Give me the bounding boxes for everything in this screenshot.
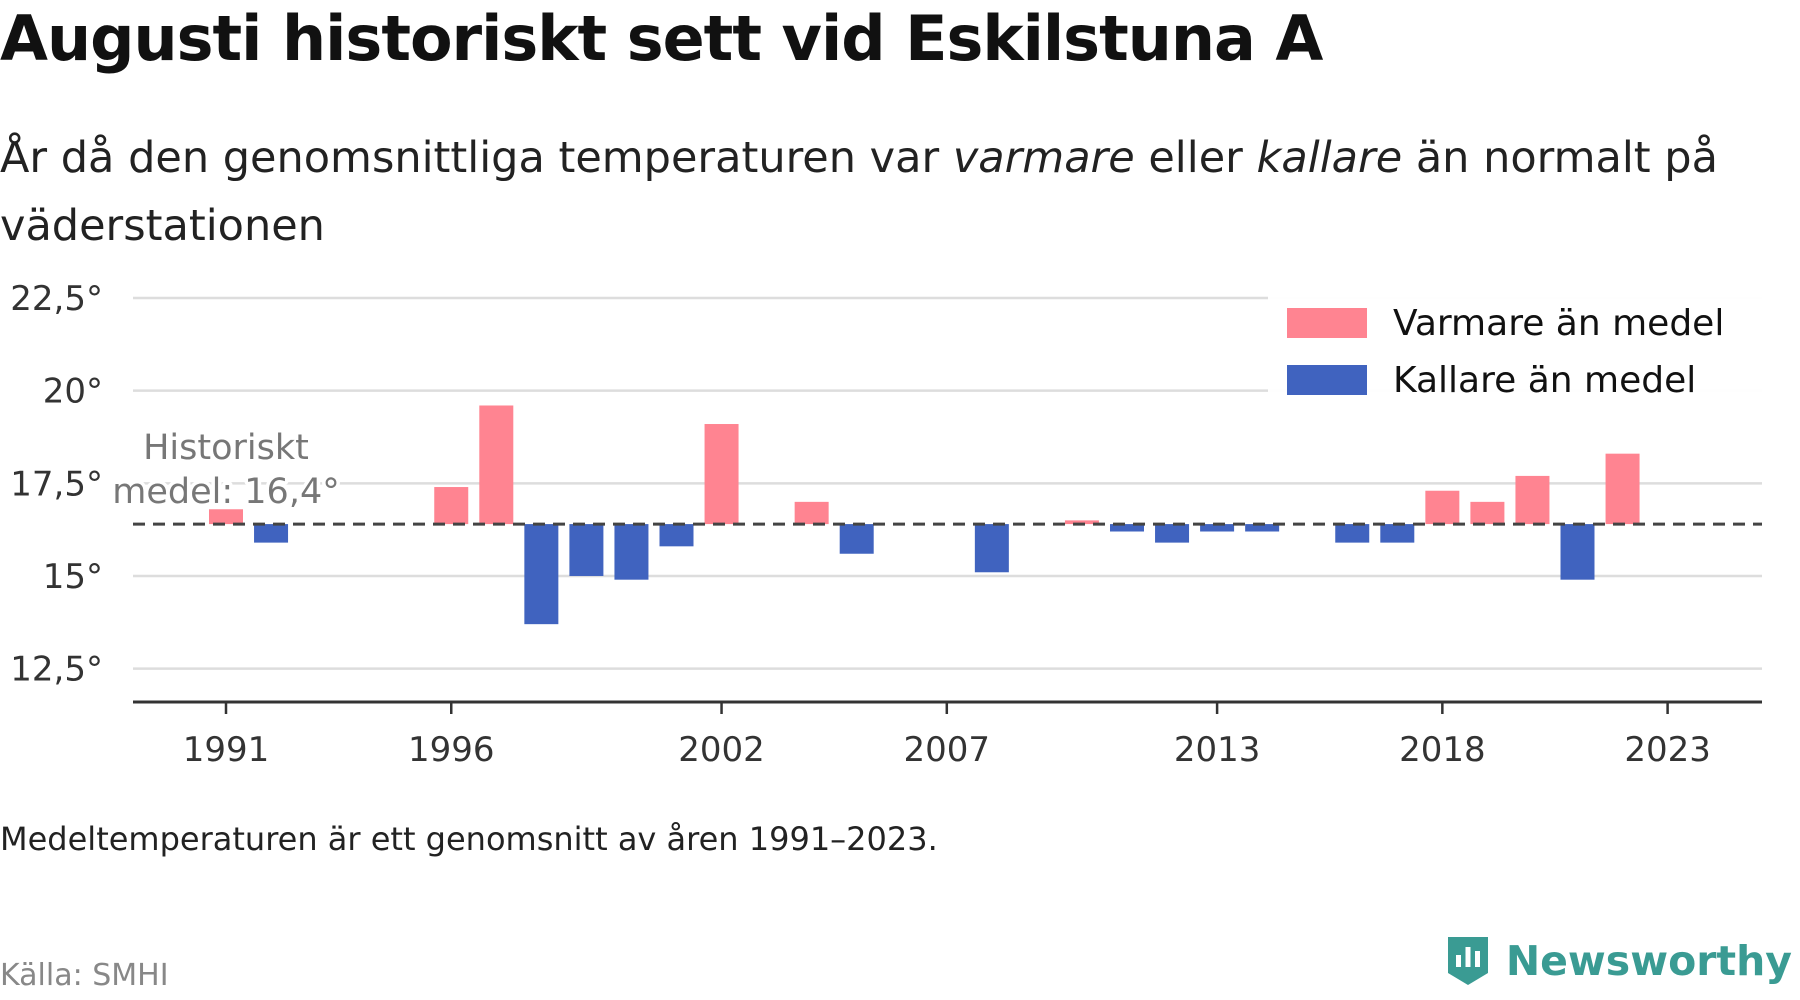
baseline-annotation-line-1: Historiskt xyxy=(143,428,309,468)
bar-colder xyxy=(1335,524,1370,543)
chart-subtitle: År då den genomsnittliga temperaturen va… xyxy=(0,124,1760,260)
source-credit: Källa: SMHI xyxy=(0,958,169,993)
legend-swatch-colder xyxy=(1287,365,1367,395)
subtitle-emphasis-colder: kallare xyxy=(1256,133,1403,183)
subtitle-text-2: eller xyxy=(1134,133,1257,183)
x-tick-label: 2013 xyxy=(1174,730,1261,770)
subtitle-emphasis-warmer: varmare xyxy=(952,133,1135,183)
y-tick-label: 17,5° xyxy=(10,464,103,504)
bar-colder xyxy=(839,524,874,554)
bar-warmer xyxy=(1470,501,1505,525)
legend-swatch-warmer xyxy=(1287,308,1367,338)
bar-warmer xyxy=(209,509,243,525)
bar-warmer xyxy=(434,487,469,525)
bar-warmer xyxy=(1515,475,1550,525)
y-tick-label: 22,5° xyxy=(10,279,103,319)
bar-colder xyxy=(1110,524,1144,532)
brand-name: Newsworthy xyxy=(1505,937,1792,985)
x-axis: 1991 1996 2002 2007 2013 2018 2023 xyxy=(133,700,1762,770)
x-tick-label: 1991 xyxy=(183,730,270,770)
y-tick-label: 20° xyxy=(43,372,103,412)
bar-warmer xyxy=(794,501,829,525)
bar-colder xyxy=(1200,524,1235,532)
footnote: Medeltemperaturen är ett genomsnitt av å… xyxy=(0,820,938,858)
bar-colder xyxy=(1245,524,1280,532)
y-tick-label: 12,5° xyxy=(10,650,103,690)
x-tick-label: 2002 xyxy=(678,730,765,770)
subtitle-text-3: än normalt på väderstationen xyxy=(0,133,1718,251)
x-tick-label: 2007 xyxy=(904,730,991,770)
bar-colder xyxy=(614,524,649,580)
baseline-annotation-line-2: medel: 16,4° xyxy=(112,472,339,512)
bar-warmer xyxy=(1425,490,1460,525)
y-tick-label: 15° xyxy=(43,557,103,597)
bar-colder xyxy=(1380,524,1415,543)
bar-warmer xyxy=(1605,453,1640,525)
bar-colder xyxy=(974,524,1009,573)
x-tick-label: 2018 xyxy=(1399,730,1486,770)
bar-colder xyxy=(659,524,694,547)
legend-label-colder: Kallare än medel xyxy=(1393,360,1696,401)
subtitle-text-1: År då den genomsnittliga temperaturen va… xyxy=(0,133,953,183)
x-tick-label: 1996 xyxy=(408,730,495,770)
brand-logo: Newsworthy xyxy=(1444,935,1792,987)
bar-warmer xyxy=(479,405,514,525)
bar-colder xyxy=(569,524,604,576)
bar-colder xyxy=(254,524,289,543)
chart-title: Augusti historiskt sett vid Eskilstuna A xyxy=(0,2,1323,75)
bars-layer xyxy=(209,405,1640,625)
legend: Varmare än medel Kallare än medel xyxy=(1268,296,1764,424)
bar-warmer xyxy=(704,424,739,525)
legend-label-warmer: Varmare än medel xyxy=(1393,303,1724,344)
bar-colder xyxy=(1560,524,1595,580)
x-tick-label: 2023 xyxy=(1624,730,1711,770)
bar-colder xyxy=(1155,524,1190,543)
bar-colder xyxy=(524,524,559,625)
newsworthy-logo-icon xyxy=(1447,937,1488,985)
bar-warmer xyxy=(1064,520,1099,525)
